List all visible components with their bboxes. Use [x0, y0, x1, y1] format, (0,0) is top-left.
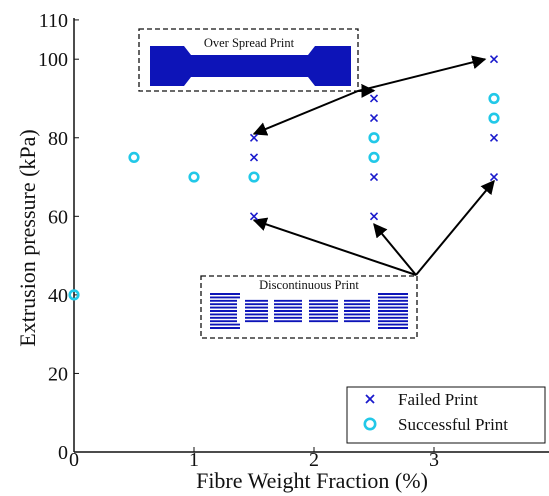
failed-print-point: [489, 55, 499, 64]
overspread-inset-label: Over Spread Print: [204, 36, 295, 50]
data-points: [68, 55, 500, 301]
axes: [73, 18, 549, 453]
y-tick-label: 20: [48, 363, 68, 385]
y-tick-label: 60: [48, 206, 68, 228]
successful-print-point: [488, 92, 500, 105]
annotation-arrows: [252, 55, 495, 276]
failed-print-point: [249, 133, 259, 142]
y-tick-label: 0: [58, 442, 68, 464]
x-tick-label: 1: [189, 449, 199, 471]
discontinuous-specimen-shape: [210, 293, 408, 329]
legend-failed-label: Failed Print: [398, 390, 478, 409]
annotation-arrow: [252, 90, 359, 136]
successful-print-point: [188, 171, 200, 183]
legend-successful-marker: [363, 417, 377, 431]
failed-print-point: [369, 114, 379, 123]
failed-print-point: [369, 212, 379, 221]
y-tick-label: 110: [39, 10, 68, 32]
x-tick-label: 0: [69, 449, 79, 471]
x-axis-label: Fibre Weight Fraction (%): [196, 468, 428, 493]
annotation-arrow: [373, 223, 417, 276]
successful-print-point: [368, 151, 380, 163]
failed-print-point: [369, 94, 379, 103]
successful-print-point: [248, 171, 260, 183]
overspread-inset: Over Spread Print: [138, 28, 359, 92]
successful-print-point: [488, 112, 500, 124]
legend-successful-label: Successful Print: [398, 415, 508, 434]
discontinuous-inset: Discontinuous Print: [200, 275, 418, 339]
y-tick-label: 80: [48, 128, 68, 150]
failed-print-point: [249, 212, 259, 221]
y-axis-label: Extrusion pressure (kPa): [15, 129, 40, 347]
overspread-specimen-shape: [150, 46, 351, 86]
annotation-arrow: [357, 55, 487, 92]
failed-print-point: [249, 153, 259, 162]
x-tick-label: 2: [309, 449, 319, 471]
annotation-arrow: [252, 217, 417, 276]
legend: Failed Print Successful Print: [346, 386, 546, 444]
failed-print-point: [489, 133, 499, 142]
successful-print-point: [368, 132, 380, 144]
ticks: 01234020406080100110: [38, 10, 439, 471]
y-tick-label: 100: [38, 49, 68, 71]
legend-failed-marker: [365, 394, 375, 404]
failed-print-point: [369, 172, 379, 182]
discontinuous-inset-label: Discontinuous Print: [259, 278, 359, 292]
legend-frame: [346, 386, 546, 444]
successful-print-point: [128, 151, 140, 163]
annotation-arrow: [415, 179, 495, 276]
failed-print-point: [489, 172, 499, 182]
y-tick-label: 40: [48, 285, 68, 307]
successful-print-point: [68, 289, 80, 301]
x-tick-label: 3: [429, 449, 439, 471]
